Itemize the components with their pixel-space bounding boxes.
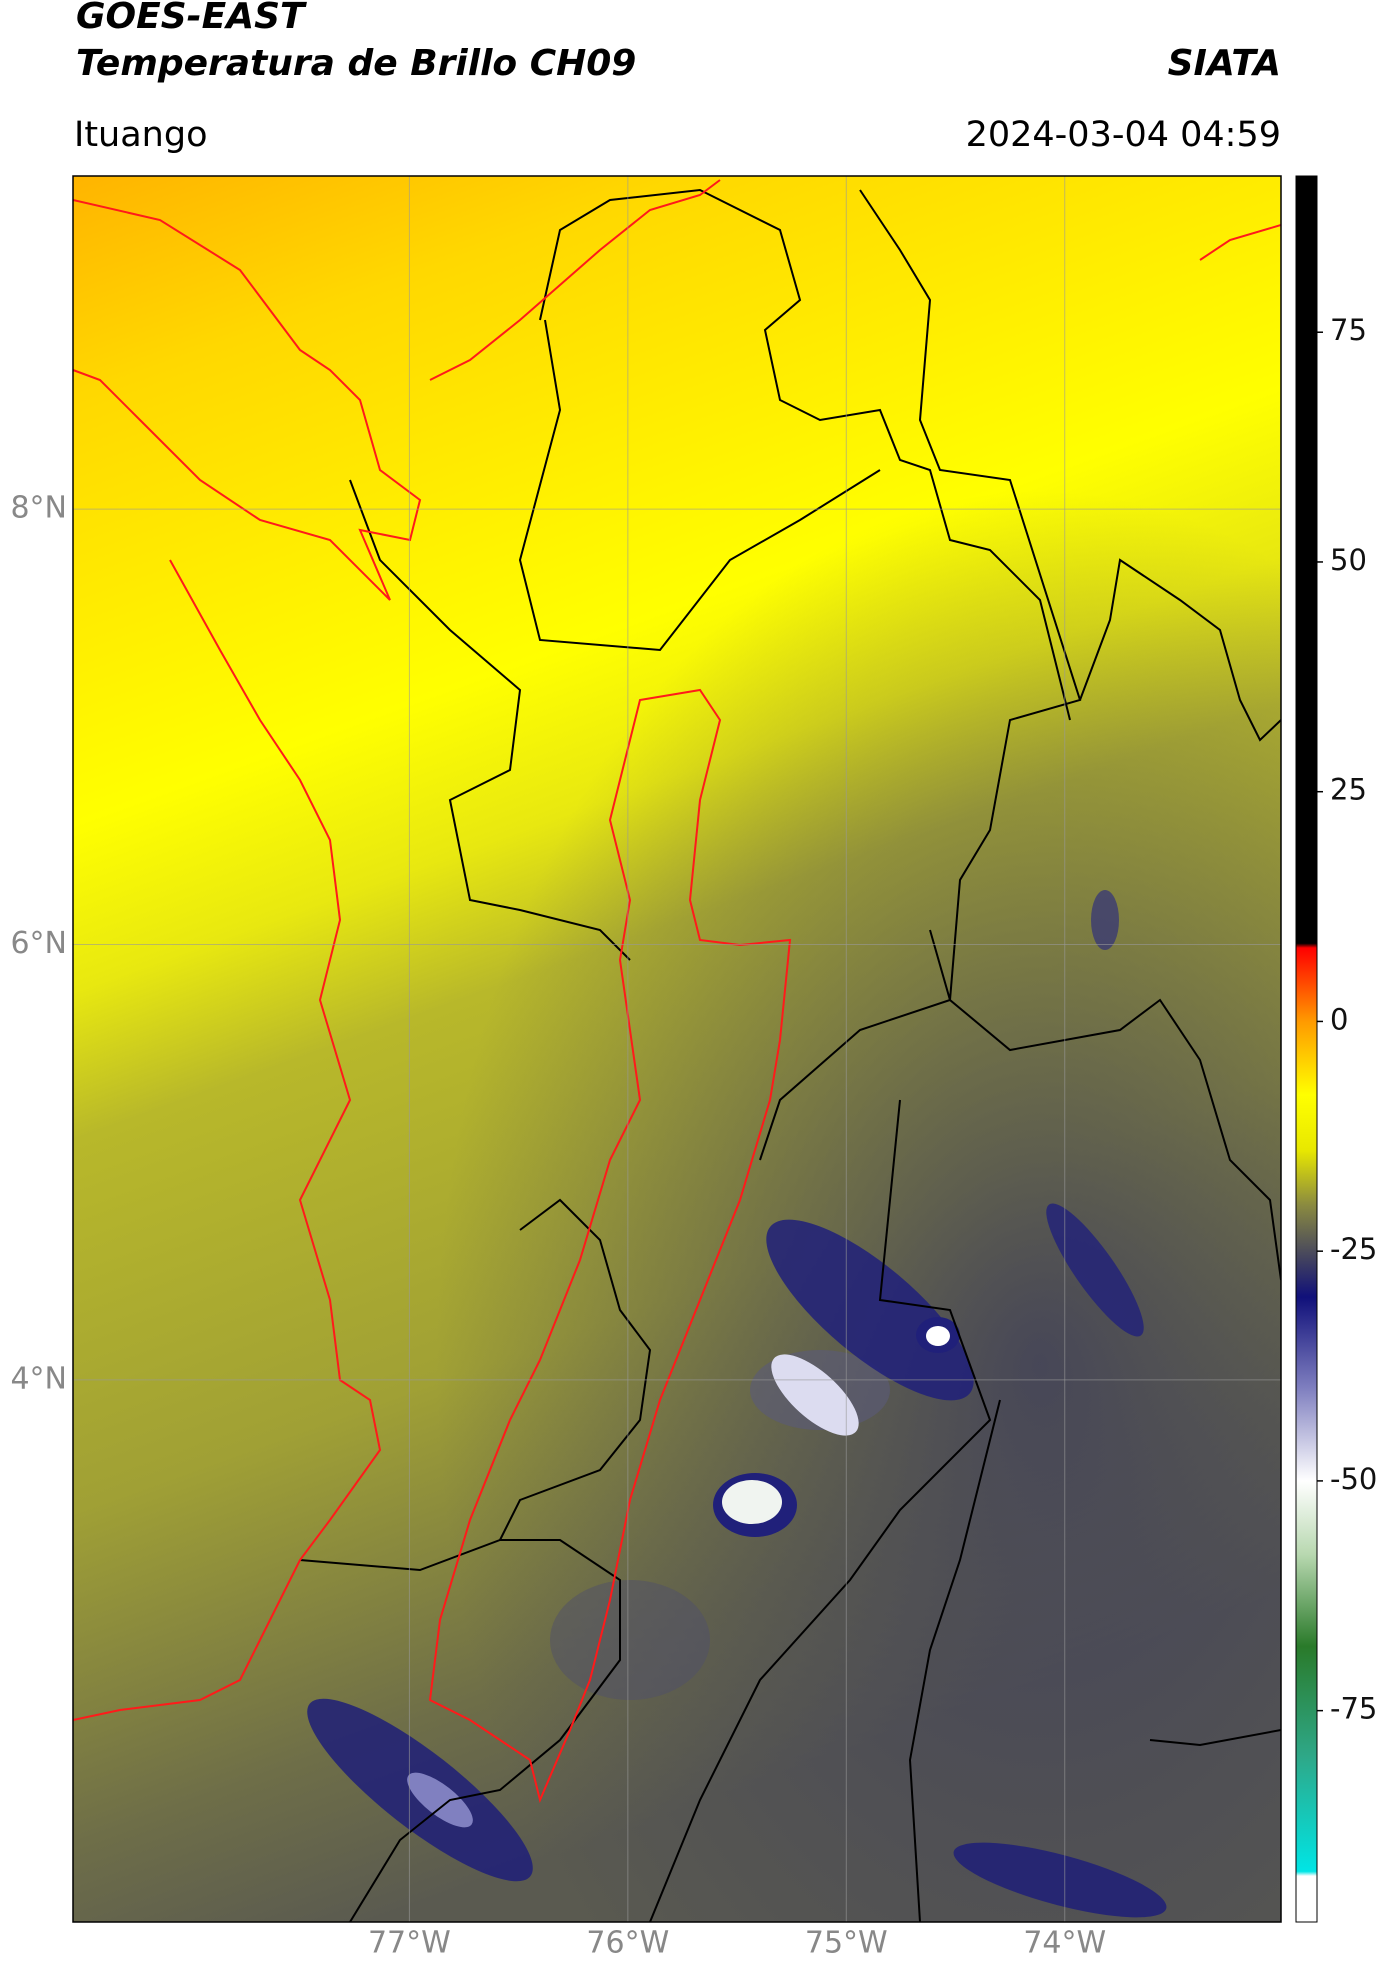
map-frame <box>72 175 1282 1923</box>
datetime: 2024-03-04 04:59 <box>966 115 1281 155</box>
colorbar <box>1295 175 1318 1923</box>
location: Ituango <box>74 115 208 155</box>
x-tick-label: 77°W <box>368 1926 451 1961</box>
colorbar-tick-label: 0 <box>1330 1002 1348 1036</box>
x-tick-label: 74°W <box>1023 1926 1106 1961</box>
y-tick-label: 4°N <box>10 1361 67 1396</box>
organization: SIATA <box>1168 43 1281 84</box>
title: GOES-EAST <box>76 0 307 37</box>
colorbar-tick-label: 75 <box>1330 313 1367 347</box>
x-tick-label: 76°W <box>586 1926 669 1961</box>
colorbar-tick-label: -75 <box>1330 1692 1377 1726</box>
colorbar-tick-label: -50 <box>1330 1462 1377 1496</box>
x-tick-label: 75°W <box>805 1926 888 1961</box>
y-tick-label: 8°N <box>10 491 67 526</box>
axes <box>73 176 1281 1922</box>
map-image <box>73 176 1281 1922</box>
colorbar-tick-label: -25 <box>1330 1232 1377 1266</box>
subtitle: Temperatura de Brillo CH09 <box>76 43 636 84</box>
y-tick-label: 6°N <box>10 926 67 961</box>
colorbar-tick-label: 25 <box>1330 773 1367 807</box>
colorbar-tick-label: 50 <box>1330 543 1367 577</box>
